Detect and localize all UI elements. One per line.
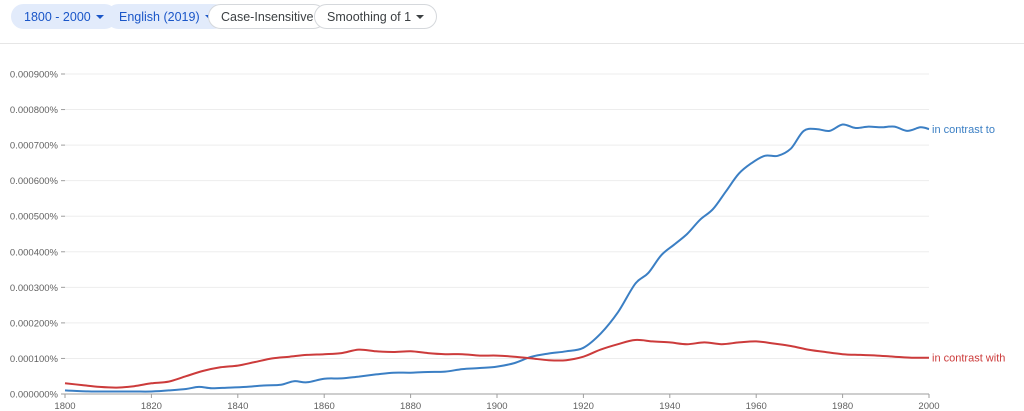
series-label-in-contrast-to[interactable]: in contrast to bbox=[932, 124, 995, 136]
series-line-in-contrast-to bbox=[64, 123, 930, 393]
y-tick-label: 0.000600% bbox=[10, 176, 59, 187]
series-line-in-contrast-with bbox=[64, 338, 930, 389]
series-label-in-contrast-with[interactable]: in contrast with bbox=[932, 353, 1005, 365]
smoothing-label: Smoothing of 1 bbox=[327, 10, 412, 24]
x-tick-label: 1820 bbox=[141, 401, 162, 411]
chevron-down-icon bbox=[416, 14, 425, 19]
x-tick-label: 1900 bbox=[486, 401, 507, 411]
smoothing-dropdown[interactable]: Smoothing of 1 bbox=[314, 4, 438, 29]
x-tick-label: 1860 bbox=[314, 401, 335, 411]
ngram-chart: 0.000000% 0.000100% 0.000200% 0.000300% 0.00… bbox=[10, 70, 1005, 411]
x-tick-label: 1980 bbox=[832, 401, 853, 411]
y-tick-label: 0.000800% bbox=[10, 105, 59, 116]
corpus-dropdown[interactable]: English (2019) bbox=[106, 4, 226, 29]
x-tick-label: 1960 bbox=[746, 401, 767, 411]
y-tick-label: 0.000400% bbox=[10, 247, 59, 258]
x-tick-label: 1880 bbox=[400, 401, 421, 411]
y-tick-label: 0.000900% bbox=[10, 70, 59, 81]
chevron-down-icon bbox=[95, 14, 104, 19]
y-tick-label: 0.000700% bbox=[10, 141, 59, 152]
case-insensitive-toggle[interactable]: Case-Insensitive bbox=[208, 4, 327, 29]
x-tick-label: 1800 bbox=[54, 401, 75, 411]
x-tick-label: 1940 bbox=[659, 401, 680, 411]
x-tick-label: 1840 bbox=[227, 401, 248, 411]
y-tick-label: 0.000300% bbox=[10, 283, 59, 294]
y-tick-label: 0.000200% bbox=[10, 318, 59, 329]
x-tick-label: 1920 bbox=[573, 401, 594, 411]
corpus-label: English (2019) bbox=[119, 10, 200, 24]
y-tick-label: 0.000500% bbox=[10, 212, 59, 223]
y-tick-label: 0.000000% bbox=[10, 390, 59, 401]
x-tick-label: 2000 bbox=[918, 401, 939, 411]
query-toolbar: 1800 - 2000 English (2019) Case-Insensit… bbox=[0, 0, 1024, 44]
y-tick-label: 0.000100% bbox=[10, 354, 59, 365]
case-insensitive-label: Case-Insensitive bbox=[221, 10, 314, 24]
year-range-dropdown[interactable]: 1800 - 2000 bbox=[11, 4, 117, 29]
year-range-label: 1800 - 2000 bbox=[24, 10, 91, 24]
